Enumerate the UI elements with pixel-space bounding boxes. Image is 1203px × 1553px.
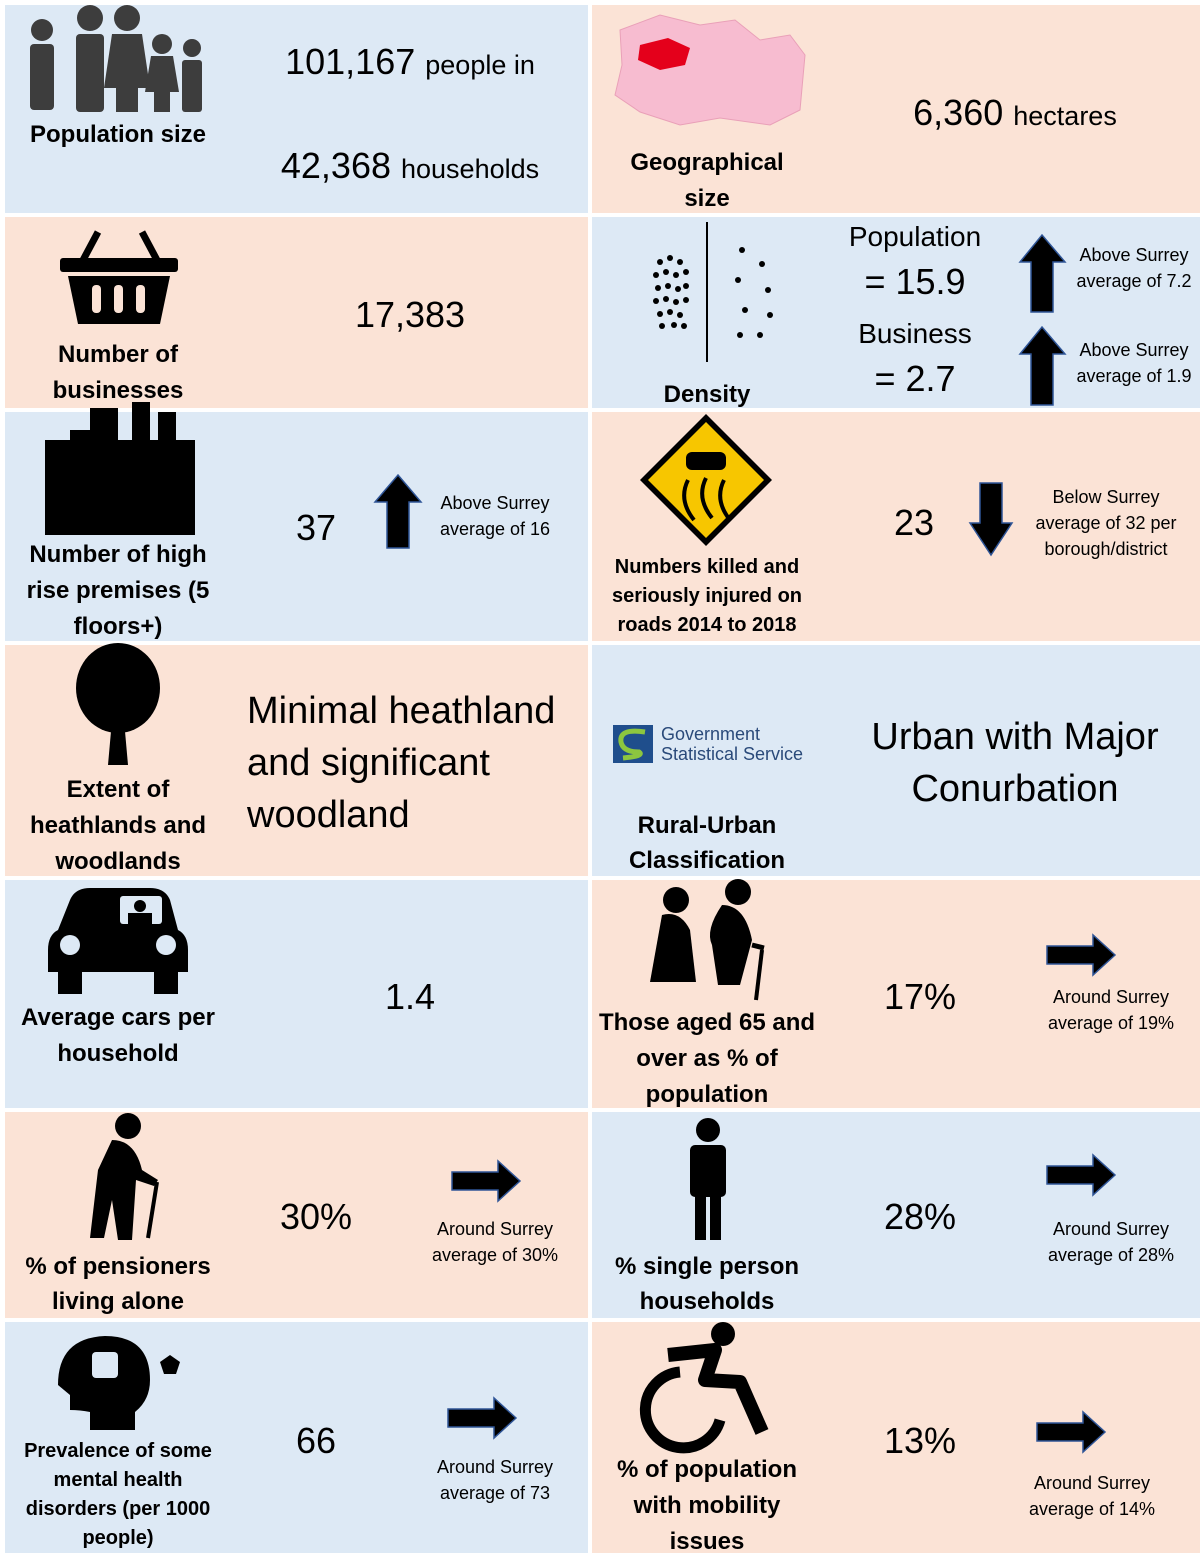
note: Around Surrey average of 30% <box>431 1219 559 1265</box>
value: 13% <box>883 1420 957 1461</box>
label: Extent of heathlands and woodlands <box>29 776 207 875</box>
label: Number of high rise premises (5 floors+) <box>26 541 210 640</box>
right-arrow <box>1046 933 1117 977</box>
right-arrow <box>451 1159 522 1203</box>
value: 1.4 <box>384 976 436 1017</box>
label: % of pensioners living alone <box>25 1253 211 1315</box>
up-arrow <box>373 473 423 549</box>
family-icon <box>30 5 202 112</box>
pensioner-icon <box>90 1113 159 1240</box>
up-arrow <box>1018 325 1067 406</box>
label: Rural-Urban Classification <box>628 812 786 874</box>
label: Density <box>663 381 751 408</box>
value: 6,360 <box>913 92 1004 133</box>
cell-bg <box>592 880 1200 1108</box>
label: Average cars per household <box>21 1004 215 1067</box>
head-icon <box>58 1336 180 1430</box>
right-arrow <box>1046 1153 1117 1197</box>
item-value: = 2.7 <box>874 358 956 399</box>
value: 42,368 <box>280 145 391 186</box>
wheelchair-icon <box>639 1322 769 1454</box>
basket-icon <box>60 230 178 324</box>
map-icon <box>614 14 806 126</box>
right-arrow <box>447 1396 518 1440</box>
person-icon <box>690 1118 726 1240</box>
item-value: = 15.9 <box>864 261 966 302</box>
value: 23 <box>893 502 935 543</box>
note: Above Surrey average of 7.2 <box>1076 245 1192 291</box>
gss-logo <box>613 725 653 763</box>
logo-text: Statistical Service <box>661 744 804 764</box>
car-icon <box>48 888 188 994</box>
unit: people in <box>425 50 535 80</box>
value: 28% <box>883 1196 957 1237</box>
note: Around Surrey average of 73 <box>436 1457 554 1503</box>
cell-bg <box>592 645 1200 876</box>
label: % single person households <box>614 1253 800 1315</box>
note: Around Surrey average of 14% <box>1028 1473 1156 1519</box>
up-arrow <box>1018 233 1067 313</box>
value: Urban with Major Conurbation <box>871 716 1159 810</box>
elderly-icon <box>650 879 765 1001</box>
value-line: 42,368 households <box>220 144 600 191</box>
item-name: Business <box>858 318 972 349</box>
value: 66 <box>295 1420 337 1461</box>
tree-icon <box>76 643 160 765</box>
label: Prevalence of some mental health disorde… <box>24 1440 212 1549</box>
value: 17% <box>883 976 957 1017</box>
label: Geographical size <box>630 149 784 212</box>
label: Population size <box>29 121 206 148</box>
label: Those aged 65 and over as % of populatio… <box>598 1009 816 1108</box>
note: Above Surrey average of 1.9 <box>1076 340 1192 386</box>
note: Below Surrey average of 32 per borough/d… <box>1035 487 1177 559</box>
road-sign-icon <box>640 414 772 546</box>
value: 17,383 <box>354 294 466 335</box>
arrows <box>373 233 1117 1454</box>
note: Around Surrey average of 19% <box>1047 987 1175 1033</box>
right-arrow <box>1036 1410 1107 1454</box>
item-name: Population <box>848 221 982 252</box>
unit: households <box>401 154 540 184</box>
value: 101,167 <box>285 41 416 82</box>
unit: hectares <box>1013 101 1117 131</box>
cell-bg <box>592 217 1200 408</box>
label: Numbers killed and seriously injured on … <box>611 556 803 636</box>
factory-icon <box>45 402 195 535</box>
value: 30% <box>279 1196 353 1237</box>
note: Above Surrey average of 16 <box>439 493 551 539</box>
value-line: 101,167 people in <box>220 40 600 87</box>
value-line: 6,360 hectares <box>830 91 1200 138</box>
value: 37 <box>295 507 337 548</box>
density-icon <box>653 222 773 362</box>
note: Around Surrey average of 28% <box>1047 1219 1175 1265</box>
label: % of population with mobility issues <box>617 1456 797 1553</box>
down-arrow <box>968 482 1014 557</box>
logo-text: Government <box>661 724 761 744</box>
label: Number of businesses <box>52 341 184 404</box>
value: Minimal heathland and significant woodla… <box>247 690 556 836</box>
